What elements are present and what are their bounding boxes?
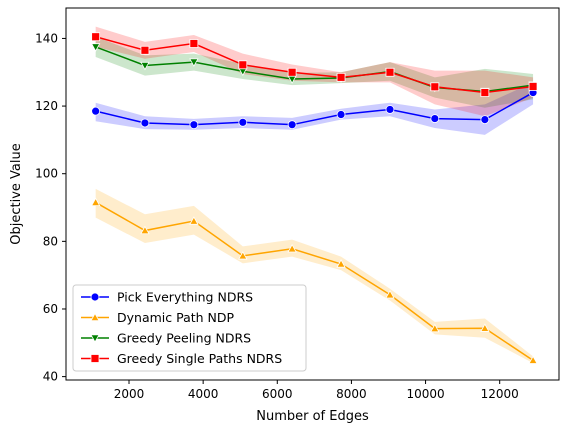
pick-everything-ndrs-legend-marker [90,292,100,302]
dynamic-path-ndp-point [430,323,440,333]
dynamic-path-ndp-line [95,201,534,362]
x-tick-label: 10000 [406,387,444,401]
greedy-single-paths-ndrs-point [140,45,150,55]
greedy-single-paths-ndrs-point [385,67,395,77]
greedy-single-paths-ndrs-point [287,67,297,77]
greedy-single-paths-ndrs-point [189,39,199,48]
pick-everything-ndrs-band [95,82,534,135]
y-tick-label: 100 [35,167,58,181]
greedy-single-paths-ndrs-point [238,60,248,70]
x-axis-ticks: 2000 4000 6000 8000 10000 12000 [114,380,519,401]
greedy-single-paths-ndrs-point [430,82,440,92]
series-markers [90,32,538,364]
greedy-single-paths-ndrs-point [480,88,490,97]
y-tick-label: 60 [43,302,58,316]
dynamic-path-ndp-point [140,225,150,235]
x-tick-label: 2000 [114,387,145,401]
greedy-peeling-ndrs-band [95,36,534,108]
x-tick-label: 6000 [262,387,293,401]
dynamic-path-ndp-legend-marker [90,312,100,322]
greedy-peeling-ndrs-point [140,61,150,71]
y-tick-label: 80 [43,234,58,248]
dynamic-path-ndp-point [90,197,101,207]
legend-box [72,284,307,372]
pick-everything-ndrs-point [385,105,395,114]
y-axis-label: Objective Value [9,143,24,244]
y-axis-ticks: 40 60 80 100 120 140 [35,31,66,384]
dynamic-path-ndp-point [287,243,297,253]
y-tick-label: 40 [43,370,58,384]
pick-everything-ndrs-point [140,118,150,128]
greedy-single-paths-ndrs-point [528,82,538,91]
dynamic-path-ndp-point [528,355,538,364]
greedy-single-paths-ndrs-line [95,36,534,94]
dynamic-path-ndp-point [336,259,346,268]
dynamic-path-ndp-legend-label: Dynamic Path NDP [117,310,235,325]
pick-everything-ndrs-line [95,91,534,126]
greedy-single-paths-ndrs-point [91,32,101,42]
greedy-single-paths-ndrs-legend-label: Greedy Single Paths NDRS [117,351,282,366]
x-tick-label: 8000 [336,387,367,401]
greedy-single-paths-ndrs-point [336,72,346,82]
pick-everything-ndrs-point [91,106,101,116]
greedy-peeling-ndrs-legend-marker [90,334,100,343]
pick-everything-ndrs-point [238,117,248,127]
dynamic-path-ndp-point [385,289,395,299]
pick-everything-ndrs-point [189,120,199,130]
x-tick-label: 4000 [188,387,219,401]
pick-everything-ndrs-point [336,110,346,119]
greedy-peeling-ndrs-legend-label: Greedy Peeling NDRS [117,331,251,346]
pick-everything-ndrs-legend-label: Pick Everything NDRS [117,290,253,305]
dynamic-path-ndp-point [238,251,248,260]
legend: Pick Everything NDRS Dynamic Path NDP Gree… [72,284,307,372]
pick-everything-ndrs-point [430,114,440,123]
pick-everything-ndrs-point [480,115,490,124]
plot-frame [65,7,560,381]
greedy-peeling-ndrs-point [90,43,101,52]
pick-everything-ndrs-point [287,120,297,130]
greedy-peeling-ndrs-point [189,58,199,67]
series-lines [95,36,534,362]
x-tick-label: 12000 [481,387,519,401]
x-axis-label: Number of Edges [256,409,369,424]
dynamic-path-ndp-point [189,216,199,225]
y-tick-label: 120 [35,99,58,113]
y-tick-label: 140 [35,31,58,45]
greedy-single-paths-ndrs-legend-marker [90,354,100,363]
dynamic-path-ndp-point [480,323,490,332]
